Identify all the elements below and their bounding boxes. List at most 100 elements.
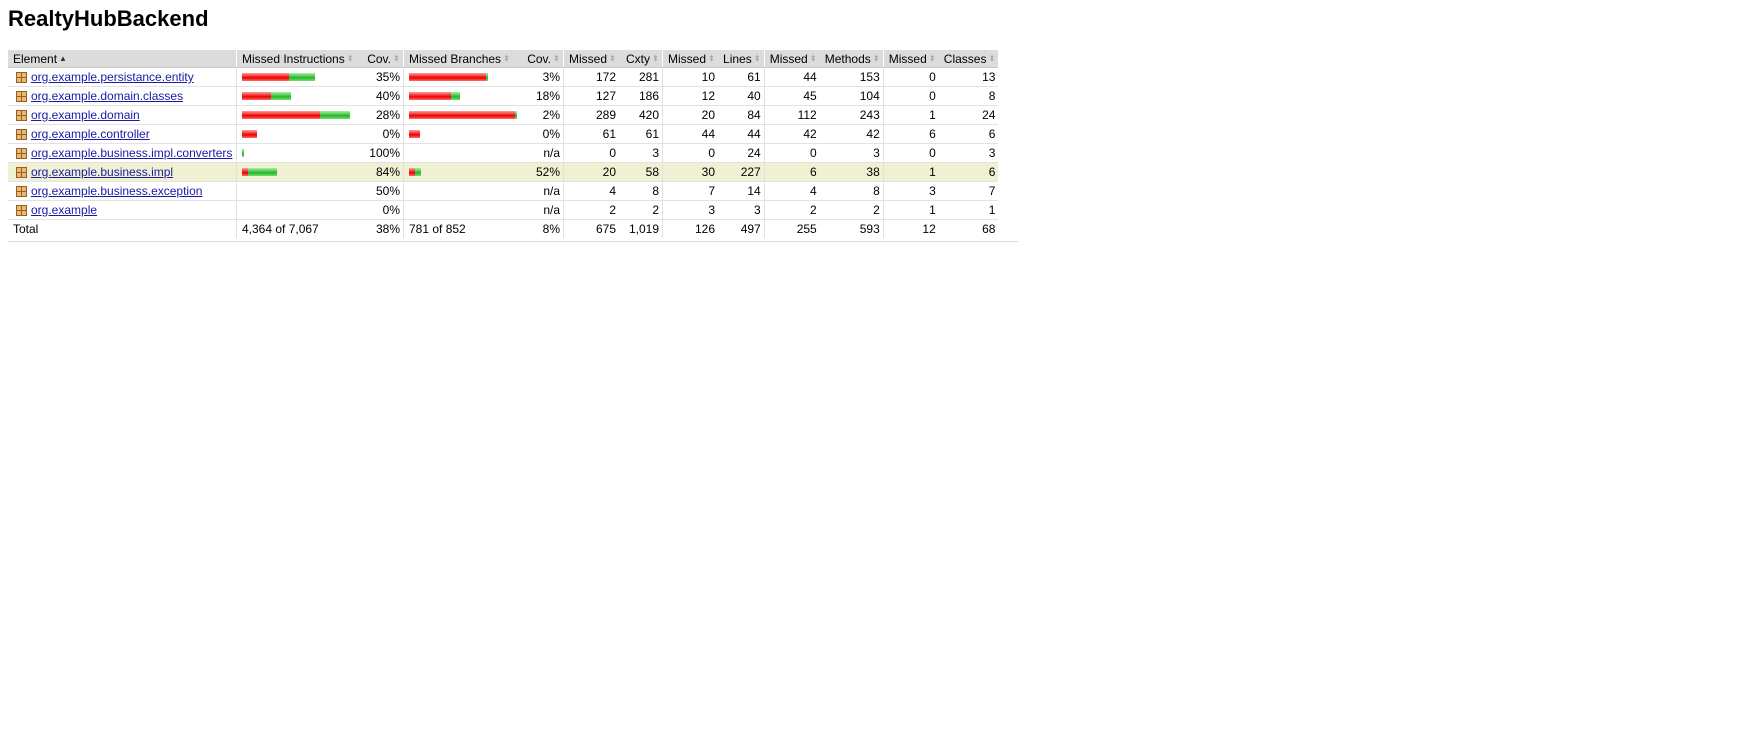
total-missed-cxty: 675	[563, 219, 620, 238]
sort-arrows-icon: ⬍	[553, 54, 560, 64]
lines-cell: 227	[718, 162, 765, 182]
package-icon	[16, 129, 27, 140]
col-label: Cov.	[367, 51, 391, 66]
package-link[interactable]: org.example	[31, 203, 98, 217]
package-link[interactable]: org.example.persistance.entity	[31, 70, 194, 84]
branch-cov-cell: 52%	[520, 162, 564, 182]
missed-methods-cell: 2	[763, 200, 820, 220]
missed-bar	[242, 73, 289, 81]
package-link[interactable]: org.example.controller	[31, 127, 150, 141]
package-icon	[16, 110, 27, 121]
element-cell: org.example.persistance.entity	[8, 67, 237, 87]
missed-cxty-cell: 2	[563, 200, 620, 220]
branch-cov-cell: n/a	[520, 200, 564, 220]
lines-cell: 40	[718, 86, 765, 106]
sort-arrows-icon: ⬍	[652, 54, 659, 64]
col-missed-lines[interactable]: Missed ⬍	[662, 50, 719, 68]
sort-arrows-icon: ⬍	[928, 54, 936, 64]
table-row: org.example.persistance.entity 35% 3% 172 28…	[8, 67, 999, 87]
footer-divider	[8, 241, 1018, 242]
package-link[interactable]: org.example.business.impl	[31, 165, 174, 179]
col-missed-methods[interactable]: Missed ⬍	[763, 50, 820, 68]
missed-methods-cell: 44	[763, 67, 820, 87]
instructions-bar-cell	[236, 105, 360, 125]
branches-bar-cell	[403, 143, 520, 163]
missed-methods-cell: 45	[763, 86, 820, 106]
classes-cell: 1	[938, 200, 999, 220]
lines-cell: 44	[718, 124, 765, 144]
table-row: org.example.business.impl 84% 52% 20 58 30 227…	[8, 162, 999, 182]
col-instr-cov[interactable]: Cov. ⬍	[360, 50, 404, 68]
covered-bar	[320, 111, 350, 119]
col-missed-cxty[interactable]: Missed ⬍	[563, 50, 620, 68]
col-lines[interactable]: Lines ⬍	[718, 50, 765, 68]
table-row: org.example.business.exception 50% n/a 4 8 7 1…	[8, 181, 999, 201]
table-row: org.example.business.impl.converters 100%…	[8, 143, 999, 163]
methods-cell: 3	[819, 143, 884, 163]
package-link[interactable]: org.example.domain	[31, 108, 140, 122]
col-cxty[interactable]: Cxty ⬍	[619, 50, 663, 68]
classes-cell: 13	[938, 67, 999, 87]
missed-methods-cell: 112	[763, 105, 820, 125]
total-cxty: 1,019	[628, 222, 660, 236]
methods-cell: 2	[819, 200, 884, 220]
missed-lines-cell: 30	[662, 162, 719, 182]
total-branch-cov: 8%	[542, 222, 560, 236]
col-label: Missed	[668, 51, 707, 66]
col-label: Missed	[769, 51, 808, 66]
branches-bar-cell	[403, 105, 520, 125]
missed-bar	[242, 168, 248, 176]
missed-classes-cell: 6	[882, 124, 939, 144]
methods-cell: 104	[819, 86, 884, 106]
element-cell: org.example.business.exception	[8, 181, 237, 201]
missed-lines-cell: 44	[662, 124, 719, 144]
col-label: Cxty	[626, 51, 651, 66]
branch-cov-cell: n/a	[520, 143, 564, 163]
instr-cov-cell: 0%	[360, 124, 404, 144]
missed-classes-cell: 1	[882, 105, 939, 125]
cxty-cell: 186	[619, 86, 663, 106]
cxty-cell: 3	[619, 143, 663, 163]
package-link[interactable]: org.example.business.exception	[31, 184, 203, 198]
total-branches: 781 of 852	[403, 219, 520, 238]
branch-cov-cell: 2%	[520, 105, 564, 125]
missed-methods-cell: 6	[763, 162, 820, 182]
col-element[interactable]: Element ▲	[8, 50, 237, 68]
total-lines: 497	[740, 222, 761, 236]
package-link[interactable]: org.example.domain.classes	[31, 89, 184, 103]
covered-bar	[271, 92, 291, 100]
col-missed-branches[interactable]: Missed Branches ⬍	[403, 50, 520, 68]
methods-cell: 38	[819, 162, 884, 182]
col-label: Missed Instructions	[242, 51, 345, 66]
element-cell: org.example.controller	[8, 124, 237, 144]
col-missed-classes[interactable]: Missed ⬍	[882, 50, 939, 68]
classes-cell: 6	[938, 124, 999, 144]
missed-cxty-cell: 61	[563, 124, 620, 144]
classes-cell: 6	[938, 162, 999, 182]
instr-cov-cell: 35%	[360, 67, 404, 87]
branches-bar-cell	[403, 200, 520, 220]
col-methods[interactable]: Methods ⬍	[819, 50, 884, 68]
col-branch-cov[interactable]: Cov. ⬍	[520, 50, 564, 68]
instructions-bar-cell	[236, 67, 360, 87]
branch-cov-cell: n/a	[520, 181, 564, 201]
covered-bar	[515, 111, 517, 119]
missed-classes-cell: 0	[882, 143, 939, 163]
table-footer: Total 4,364 of 7,067 38% 781 of 852 8% 6…	[8, 219, 998, 238]
missed-lines-cell: 3	[662, 200, 719, 220]
instructions-bar-cell	[236, 143, 360, 163]
col-missed-instructions[interactable]: Missed Instructions ⬍	[236, 50, 360, 68]
instructions-bar-cell	[236, 162, 360, 182]
col-classes[interactable]: Classes ⬍	[938, 50, 999, 68]
missed-classes-cell: 0	[882, 86, 939, 106]
missed-lines-cell: 12	[662, 86, 719, 106]
table-row: org.example.domain.classes 40% 18% 127 186 12…	[8, 86, 999, 106]
table-header: Element ▲ Missed Instructions ⬍ Cov. ⬍ Miss…	[8, 50, 999, 68]
table-row: org.example.domain 28% 2% 289 420 20 84 112 243 1…	[8, 105, 999, 125]
sort-arrows-icon: ⬍	[708, 54, 715, 64]
package-link[interactable]: org.example.business.impl.converters	[31, 146, 233, 160]
instructions-bar-cell	[236, 124, 360, 144]
instr-cov-cell: 100%	[360, 143, 404, 163]
table-body: org.example.persistance.entity 35% 3% 172 28…	[8, 67, 999, 220]
element-cell: org.example.domain.classes	[8, 86, 237, 106]
